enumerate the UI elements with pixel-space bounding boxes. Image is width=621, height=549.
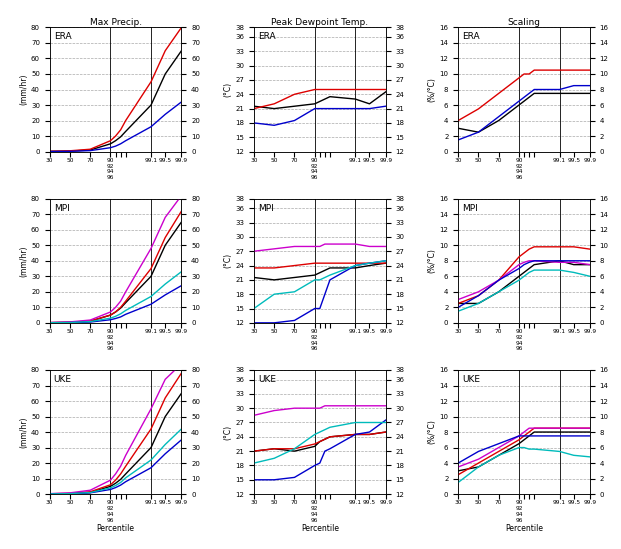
X-axis label: Percentile: Percentile [505,524,543,533]
X-axis label: Percentile: Percentile [97,524,135,533]
Y-axis label: (mm/hr): (mm/hr) [19,416,28,448]
X-axis label: Percentile: Percentile [301,524,339,533]
Y-axis label: (°C): (°C) [224,253,232,268]
Y-axis label: (%/°C): (%/°C) [428,248,437,273]
Text: ERA: ERA [53,32,71,41]
Title: Scaling: Scaling [507,18,540,27]
Text: MPI: MPI [462,204,478,212]
Y-axis label: (°C): (°C) [224,424,232,440]
Text: MPI: MPI [53,204,70,212]
Title: Max Precip.: Max Precip. [89,18,142,27]
Text: MPI: MPI [258,204,274,212]
Y-axis label: (mm/hr): (mm/hr) [19,74,28,105]
Y-axis label: (%/°C): (%/°C) [428,419,437,445]
Y-axis label: (°C): (°C) [224,82,232,97]
Y-axis label: (%/°C): (%/°C) [428,77,437,102]
Title: Peak Dewpoint Temp.: Peak Dewpoint Temp. [271,18,368,27]
Text: ERA: ERA [462,32,480,41]
Text: UKE: UKE [258,375,276,384]
Text: UKE: UKE [53,375,71,384]
Y-axis label: (mm/hr): (mm/hr) [19,245,28,277]
Text: UKE: UKE [462,375,480,384]
Text: ERA: ERA [258,32,276,41]
